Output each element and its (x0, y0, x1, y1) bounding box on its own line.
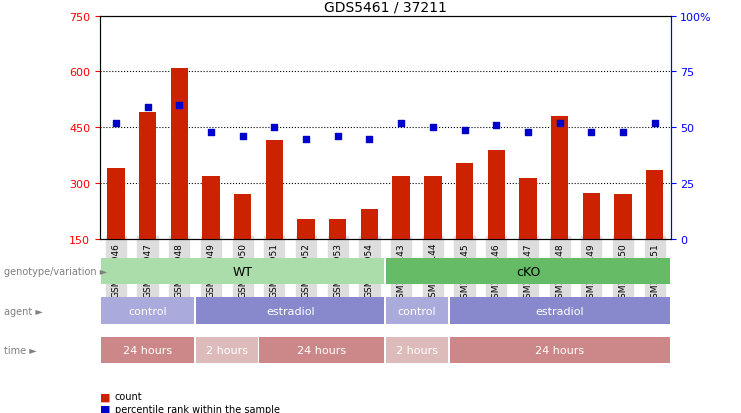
Bar (101, 298, 194, 324)
Bar (386, 259, 670, 285)
Text: 2 hours: 2 hours (396, 345, 438, 355)
Bar (450, 337, 670, 363)
Point (300, 136, 312, 142)
Bar (456, 163, 473, 240)
Text: percentile rank within the sample: percentile rank within the sample (115, 404, 280, 413)
Bar (614, 195, 632, 240)
Bar (139, 113, 156, 240)
Bar (361, 210, 378, 240)
Bar (646, 171, 663, 240)
Bar (101, 337, 194, 363)
Point (522, 129, 534, 136)
Bar (259, 337, 385, 363)
Text: estradiol: estradiol (535, 306, 584, 316)
Text: ■: ■ (100, 392, 110, 401)
Point (459, 127, 471, 133)
Point (268, 125, 280, 131)
Point (173, 102, 185, 109)
Text: ■: ■ (100, 404, 110, 413)
Point (649, 120, 661, 127)
Text: estradiol: estradiol (266, 306, 314, 316)
Point (364, 136, 376, 142)
Bar (393, 176, 410, 240)
Text: agent ►: agent ► (4, 306, 42, 316)
Point (617, 129, 629, 136)
Text: genotype/variation ►: genotype/variation ► (4, 266, 107, 277)
Bar (234, 195, 251, 240)
Bar (551, 117, 568, 240)
Bar (170, 69, 188, 240)
Bar (196, 337, 258, 363)
Text: 2 hours: 2 hours (206, 345, 247, 355)
Bar (386, 337, 448, 363)
Bar (202, 176, 219, 240)
Text: cKO: cKO (516, 265, 540, 278)
Bar (424, 176, 442, 240)
Text: count: count (115, 392, 142, 401)
Text: 24 hours: 24 hours (297, 345, 347, 355)
Text: time ►: time ► (4, 345, 36, 355)
Bar (107, 169, 124, 240)
Text: WT: WT (233, 265, 253, 278)
Point (110, 120, 122, 127)
Text: control: control (128, 306, 167, 316)
Bar (450, 298, 670, 324)
Point (205, 129, 217, 136)
Point (142, 104, 153, 111)
Bar (196, 298, 385, 324)
Point (554, 120, 565, 127)
Text: control: control (398, 306, 436, 316)
Point (491, 123, 502, 129)
Bar (519, 178, 536, 240)
Bar (488, 150, 505, 240)
Bar (101, 259, 385, 285)
Bar (329, 219, 347, 240)
Title: GDS5461 / 37211: GDS5461 / 37211 (324, 0, 447, 14)
Point (237, 134, 249, 140)
Point (585, 129, 597, 136)
Bar (266, 141, 283, 240)
Text: 24 hours: 24 hours (535, 345, 584, 355)
Bar (297, 219, 315, 240)
Bar (582, 193, 600, 240)
Point (427, 125, 439, 131)
Point (395, 120, 407, 127)
Text: 24 hours: 24 hours (123, 345, 172, 355)
Bar (386, 298, 448, 324)
Point (332, 134, 344, 140)
